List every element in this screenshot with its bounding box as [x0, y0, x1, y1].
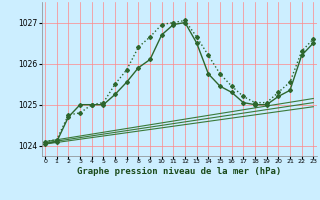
X-axis label: Graphe pression niveau de la mer (hPa): Graphe pression niveau de la mer (hPa): [77, 167, 281, 176]
